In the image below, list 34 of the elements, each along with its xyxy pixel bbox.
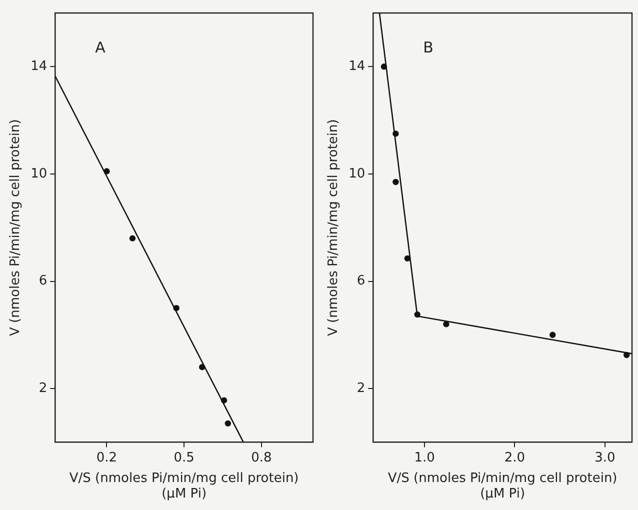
y-tick-label: 14 [348, 59, 366, 74]
point [104, 168, 110, 174]
point [380, 64, 388, 70]
point [220, 397, 228, 404]
x-tick-label: 0.5 [174, 450, 194, 466]
point [392, 178, 399, 186]
point [414, 311, 420, 318]
y-tick-label: 6 [38, 274, 48, 289]
x-tick-label: 0.8 [251, 450, 272, 466]
point [443, 321, 450, 328]
point [404, 255, 411, 262]
y-tick-label: 2 [356, 380, 366, 396]
point [129, 235, 136, 242]
point [623, 352, 630, 358]
point [173, 304, 180, 312]
y-tick-label: 14 [30, 59, 48, 74]
x-tick-label: 0.2 [96, 450, 118, 466]
y-tick-label: 10 [30, 166, 48, 182]
x-tick-label: 2.0 [504, 450, 526, 466]
x-tick-label: 3.0 [594, 450, 616, 466]
point [392, 130, 399, 137]
y-tick-label: 6 [356, 274, 366, 289]
x-tick-label: 1.0 [414, 450, 435, 466]
y-axis-title: V (nmoles Pi/min/mg cell protein) [8, 119, 24, 336]
point [550, 332, 556, 338]
y-axis-title: V (nmoles Pi/min/mg cell protein) [326, 119, 342, 336]
point [199, 364, 206, 370]
x-axis-title: V/S (nmoles Pi/min/mg cell protein) (µM Pi) [388, 470, 618, 502]
y-tick-label: 2 [38, 380, 48, 396]
text: A [95, 38, 106, 56]
point [224, 420, 232, 427]
x-axis-title: V/S (nmoles Pi/min/mg cell protein) (µM Pi) [69, 470, 299, 502]
y-tick-label: 10 [348, 166, 366, 182]
text: B [423, 38, 434, 56]
